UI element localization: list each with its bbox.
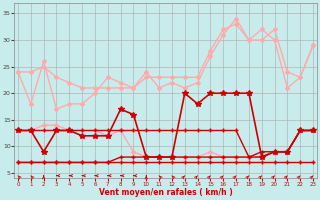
X-axis label: Vent moyen/en rafales ( km/h ): Vent moyen/en rafales ( km/h ) bbox=[99, 188, 232, 197]
